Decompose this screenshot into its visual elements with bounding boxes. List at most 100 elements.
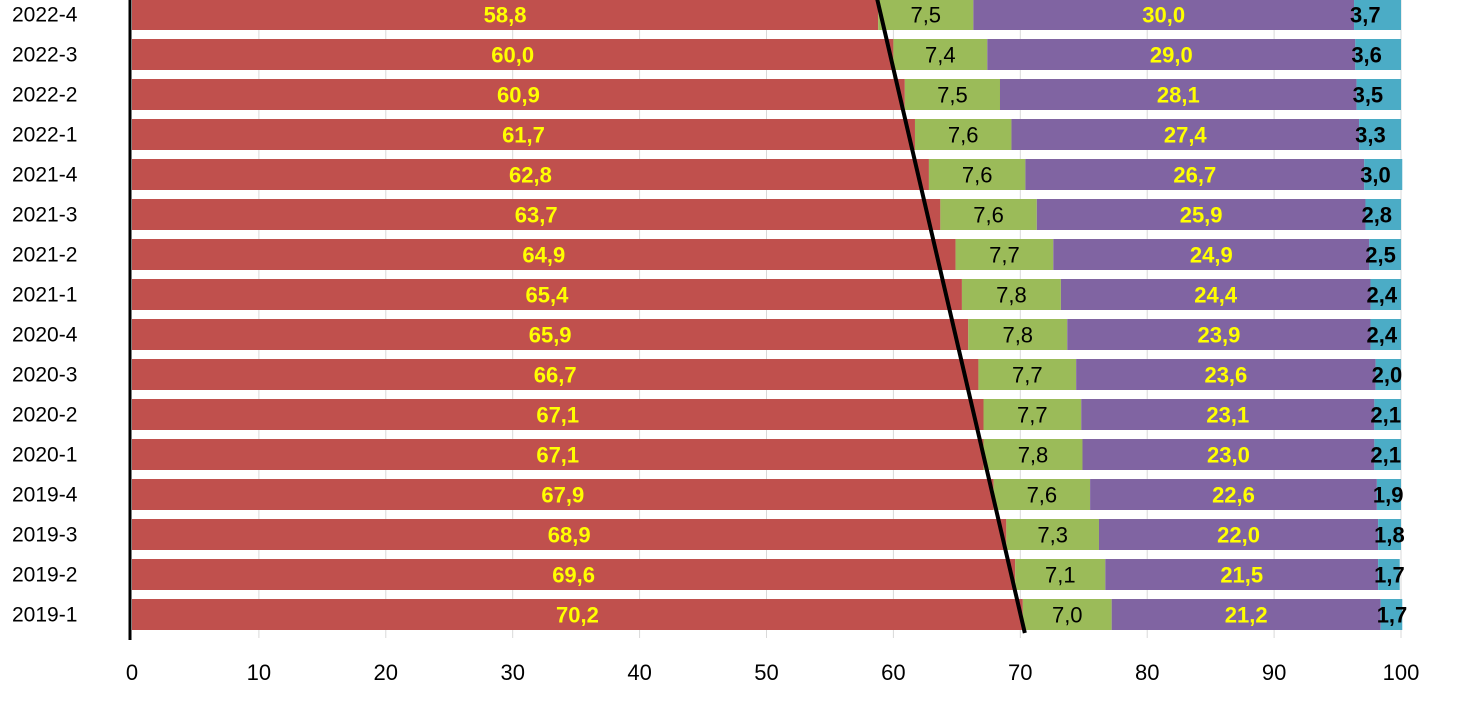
value-label: 7,6 <box>973 203 1004 228</box>
bar-segment <box>1378 519 1401 550</box>
bar-segment <box>1369 239 1401 270</box>
bar-segment <box>132 279 962 310</box>
value-label: 2,0 <box>1372 363 1403 388</box>
value-label: 1,7 <box>1377 603 1408 628</box>
bar-segment <box>993 479 1091 510</box>
bar-segment <box>978 359 1077 390</box>
category-label: 2022-3 <box>12 44 77 67</box>
bar-segment <box>1015 559 1106 590</box>
value-label: 60,9 <box>497 83 540 108</box>
category-label: 2020-1 <box>12 444 77 467</box>
x-tick-label: 50 <box>754 660 778 685</box>
bar-segment <box>1060 279 1371 310</box>
x-tick-label: 90 <box>1262 660 1286 685</box>
x-tick-label: 100 <box>1383 660 1420 685</box>
category-label: 2020-4 <box>12 324 78 347</box>
bar-segment <box>1354 0 1401 30</box>
bar-segment <box>983 439 1083 470</box>
category-label: 2019-4 <box>12 484 78 507</box>
value-label: 3,6 <box>1351 43 1382 68</box>
bar-segment <box>132 399 984 430</box>
value-label: 7,1 <box>1045 563 1076 588</box>
bar-segment <box>1376 479 1401 510</box>
value-label: 7,0 <box>1052 603 1083 628</box>
value-label: 21,2 <box>1225 603 1268 628</box>
category-label: 2021-4 <box>12 164 78 187</box>
value-label: 24,9 <box>1190 243 1233 268</box>
bar-segment <box>1111 599 1381 630</box>
value-label: 67,1 <box>536 443 579 468</box>
x-tick-label: 10 <box>247 660 271 685</box>
bar-segment <box>1356 79 1401 110</box>
value-label: 23,0 <box>1207 443 1250 468</box>
value-label: 7,8 <box>996 283 1027 308</box>
x-tick-label: 60 <box>881 660 905 685</box>
value-label: 22,6 <box>1212 483 1255 508</box>
bar-segment <box>1355 39 1401 70</box>
value-label: 65,4 <box>526 283 570 308</box>
bar-segment <box>914 119 1012 150</box>
value-label: 68,9 <box>548 523 591 548</box>
value-label: 7,7 <box>1017 403 1048 428</box>
value-label: 7,6 <box>1027 483 1058 508</box>
bar-segment <box>1090 479 1377 510</box>
bar-segment <box>132 0 879 30</box>
bar-segment <box>904 79 1000 110</box>
value-label: 2,1 <box>1370 443 1401 468</box>
bar-segment <box>132 159 929 190</box>
bar-segment <box>893 39 988 70</box>
bar-segment <box>1076 359 1376 390</box>
value-label: 58,8 <box>484 3 527 28</box>
x-tick-label: 20 <box>374 660 398 685</box>
bar-segment <box>1370 319 1401 350</box>
bar-segment <box>961 279 1061 310</box>
value-label: 1,7 <box>1374 563 1405 588</box>
bar-segment <box>1098 519 1379 550</box>
value-labels: 58,8 7,5 30,0 3,7 60,0 7,4 29,0 3,6 60,9 7,5 28,1 3… <box>484 3 1408 628</box>
value-label: 21,5 <box>1220 563 1263 588</box>
value-label: 7,7 <box>989 243 1020 268</box>
bar-segment <box>132 39 894 70</box>
value-label: 2,1 <box>1370 403 1401 428</box>
value-label: 63,7 <box>515 203 558 228</box>
bar-segment <box>132 599 1023 630</box>
value-label: 27,4 <box>1164 123 1208 148</box>
bar-segment <box>1380 599 1403 630</box>
value-label: 2,5 <box>1365 243 1396 268</box>
value-label: 3,7 <box>1350 3 1381 28</box>
value-label: 25,9 <box>1180 203 1223 228</box>
category-label: 2021-1 <box>12 284 77 307</box>
bar-segment <box>928 159 1026 190</box>
x-tick-label: 80 <box>1135 660 1159 685</box>
category-label: 2022-1 <box>12 124 77 147</box>
value-label: 61,7 <box>502 123 545 148</box>
x-tick-label: 30 <box>500 660 524 685</box>
value-label: 67,1 <box>536 403 579 428</box>
bar-segment <box>1374 399 1401 430</box>
category-label: 2019-1 <box>12 604 77 627</box>
bar-segment <box>1006 519 1099 550</box>
bar-segment <box>1359 119 1401 150</box>
bar-segment <box>132 559 1016 590</box>
value-label: 2,4 <box>1367 283 1398 308</box>
category-label: 2022-4 <box>12 4 78 27</box>
bar-segment <box>132 239 956 270</box>
bar-segment <box>1025 159 1365 190</box>
bar-segment <box>132 319 969 350</box>
value-label: 60,0 <box>491 43 534 68</box>
x-tick-label: 70 <box>1008 660 1032 685</box>
bar-segment <box>973 0 1355 30</box>
bar-segment <box>940 199 1037 230</box>
category-label: 2020-2 <box>12 404 77 427</box>
value-label: 70,2 <box>556 603 599 628</box>
bar-segment <box>1105 559 1379 590</box>
bar-segment <box>132 439 984 470</box>
value-label: 29,0 <box>1150 43 1193 68</box>
bar-segment <box>132 519 1007 550</box>
value-label: 1,9 <box>1373 483 1404 508</box>
bar-segment <box>999 79 1357 110</box>
bar-segment <box>955 239 1054 270</box>
value-label: 23,9 <box>1197 323 1240 348</box>
value-label: 7,5 <box>910 3 941 28</box>
